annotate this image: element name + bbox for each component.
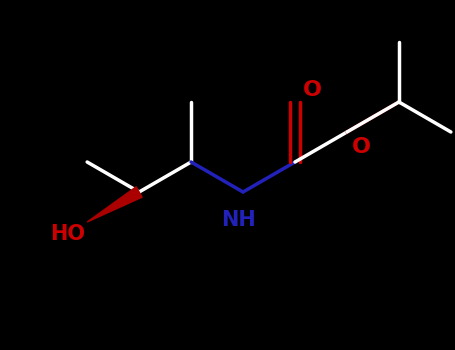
Text: NH: NH xyxy=(221,210,255,230)
Polygon shape xyxy=(87,187,142,222)
Text: O: O xyxy=(303,80,322,100)
Text: HO: HO xyxy=(50,224,85,244)
Text: O: O xyxy=(352,137,371,157)
